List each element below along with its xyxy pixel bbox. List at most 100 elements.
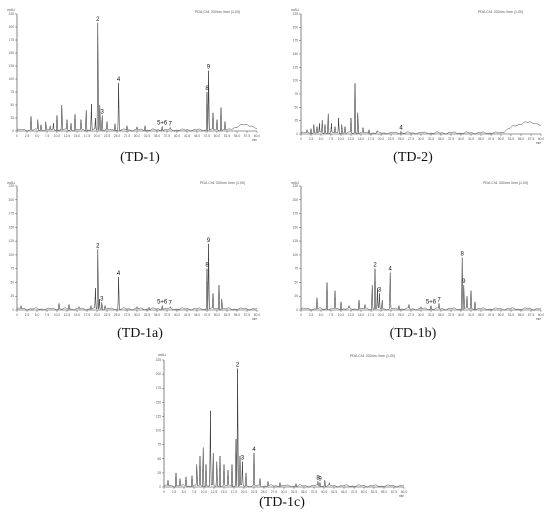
- peak-label: 9: [462, 279, 466, 285]
- x-tick-label: 37.5: [311, 490, 317, 494]
- x-tick-label: 60.0: [254, 134, 260, 138]
- x-tick-label: 37.5: [448, 137, 454, 141]
- x-tick-label: 47.5: [488, 313, 494, 317]
- x-tick-label: 55.0: [381, 490, 387, 494]
- chromatogram-td-1b: 0 25 50 75 100 125 150 175 200 225 0 2.5 5.0 7.5 10.0 1…: [293, 184, 545, 321]
- y-tick-label: 50: [294, 280, 298, 284]
- x-tick-label: 15.0: [221, 490, 227, 494]
- x-tick-label: 47.5: [204, 313, 210, 317]
- y-tick-label: 150: [293, 225, 299, 229]
- x-tick-label: 12.5: [64, 134, 70, 138]
- x-axis-unit: min: [252, 317, 257, 321]
- x-tick-label: 22.5: [388, 137, 394, 141]
- x-axis-unit: min: [536, 141, 541, 145]
- x-tick-label: 42.5: [184, 313, 190, 317]
- y-tick-label: 75: [294, 92, 298, 96]
- chromatogram-td-1: 0 25 50 75 100 125 150 175 200 225 0 2.5 5.0 7.5 10.0 1…: [9, 12, 261, 142]
- peak-label: 4: [252, 447, 256, 453]
- chart-title: (TD-1a): [117, 326, 163, 341]
- x-tick-label: 47.5: [351, 490, 357, 494]
- x-tick-label: 12.5: [211, 490, 217, 494]
- x-tick-label: 5.0: [319, 137, 324, 141]
- detector-header: PDA Ch1 330nm 4nm (1.00): [478, 10, 524, 14]
- peak-label: 8: [205, 86, 209, 92]
- peak-label: 5+6: [157, 300, 168, 306]
- x-tick-label: 50.0: [498, 313, 504, 317]
- x-tick-label: 45.0: [478, 313, 484, 317]
- x-tick-label: 7.5: [192, 490, 197, 494]
- peak-label: 7: [437, 297, 441, 303]
- y-tick-label: 200: [156, 372, 162, 376]
- chromatogram-td-1a: 0 25 50 75 100 125 150 175 200 225 0 2.5 5.0 7.5 10.0 1…: [9, 184, 261, 321]
- x-tick-label: 10.0: [338, 313, 344, 317]
- x-tick-label: 25.0: [114, 313, 120, 317]
- x-tick-label: 2.5: [25, 313, 30, 317]
- y-tick-label: 0: [296, 308, 298, 312]
- x-tick-label: 37.5: [448, 313, 454, 317]
- x-tick-label: 45.0: [194, 313, 200, 317]
- peak-label: 3: [378, 287, 382, 293]
- x-tick-label: 7.5: [45, 134, 50, 138]
- x-tick-label: 30.0: [134, 313, 140, 317]
- y-tick-label: 75: [157, 443, 161, 447]
- chromatogram-panel-td-1c: mAU PDA Ch1 330nm 4nm (1.00) 0 25 50 75 100 1…: [150, 350, 415, 516]
- chromatogram-trace: [163, 368, 405, 488]
- peak-label: 5+6: [426, 300, 437, 306]
- x-tick-label: 27.5: [124, 313, 130, 317]
- chart-title: (TD-1c): [259, 495, 305, 510]
- peak-label: 4: [399, 125, 403, 131]
- x-tick-label: 32.5: [144, 134, 150, 138]
- y-axis-unit: mAU: [291, 181, 299, 185]
- x-tick-label: 22.5: [251, 490, 257, 494]
- x-axis-unit: min: [399, 494, 404, 498]
- x-tick-label: 5.0: [319, 313, 324, 317]
- y-tick-label: 150: [293, 52, 299, 56]
- x-tick-label: 57.5: [244, 313, 250, 317]
- x-tick-label: 17.5: [84, 313, 90, 317]
- x-tick-label: 15.0: [74, 134, 80, 138]
- y-tick-label: 100: [9, 77, 15, 81]
- y-tick-label: 225: [156, 358, 162, 362]
- y-tick-label: 100: [293, 79, 299, 83]
- x-tick-label: 22.5: [104, 313, 110, 317]
- x-tick-label: 40.0: [174, 134, 180, 138]
- x-tick-label: 0: [16, 313, 18, 317]
- peak-label: 2: [373, 263, 377, 269]
- y-tick-label: 0: [296, 132, 298, 136]
- peak-label: 3: [101, 109, 105, 115]
- x-tick-label: 7.5: [329, 137, 334, 141]
- x-tick-label: 10.0: [54, 134, 60, 138]
- peak-label: 2: [96, 17, 100, 23]
- chromatogram-trace: [16, 22, 258, 132]
- chromatogram-panel-td-2: mAU PDA Ch1 330nm 4nm (1.00) 0 25 50 75 100 1…: [283, 0, 550, 170]
- x-tick-label: 55.0: [518, 137, 524, 141]
- y-tick-label: 50: [10, 103, 14, 107]
- x-tick-label: 32.5: [144, 313, 150, 317]
- x-tick-label: 2.5: [309, 313, 314, 317]
- y-tick-label: 125: [293, 65, 299, 69]
- y-tick-label: 125: [9, 64, 15, 68]
- y-tick-label: 150: [9, 225, 15, 229]
- x-tick-label: 27.5: [408, 313, 414, 317]
- x-tick-label: 55.0: [234, 313, 240, 317]
- x-tick-label: 17.5: [368, 313, 374, 317]
- x-tick-label: 37.5: [164, 313, 170, 317]
- x-tick-label: 7.5: [45, 313, 50, 317]
- x-tick-label: 10.0: [54, 313, 60, 317]
- y-axis-unit: mAU: [7, 8, 15, 12]
- y-tick-label: 225: [9, 184, 15, 188]
- x-tick-label: 32.5: [291, 490, 297, 494]
- y-tick-label: 225: [9, 12, 15, 16]
- y-tick-label: 25: [294, 119, 298, 123]
- x-tick-label: 42.5: [468, 137, 474, 141]
- peak-label: 8: [316, 475, 320, 481]
- y-tick-label: 125: [293, 239, 299, 243]
- x-tick-label: 0: [300, 137, 302, 141]
- x-tick-label: 15.0: [358, 137, 364, 141]
- x-tick-label: 57.5: [391, 490, 397, 494]
- x-tick-label: 32.5: [428, 137, 434, 141]
- y-axis-unit: mAU: [291, 8, 299, 12]
- chromatogram-trace: [300, 83, 542, 135]
- y-tick-label: 200: [293, 25, 299, 29]
- peak-label: 2: [96, 243, 100, 249]
